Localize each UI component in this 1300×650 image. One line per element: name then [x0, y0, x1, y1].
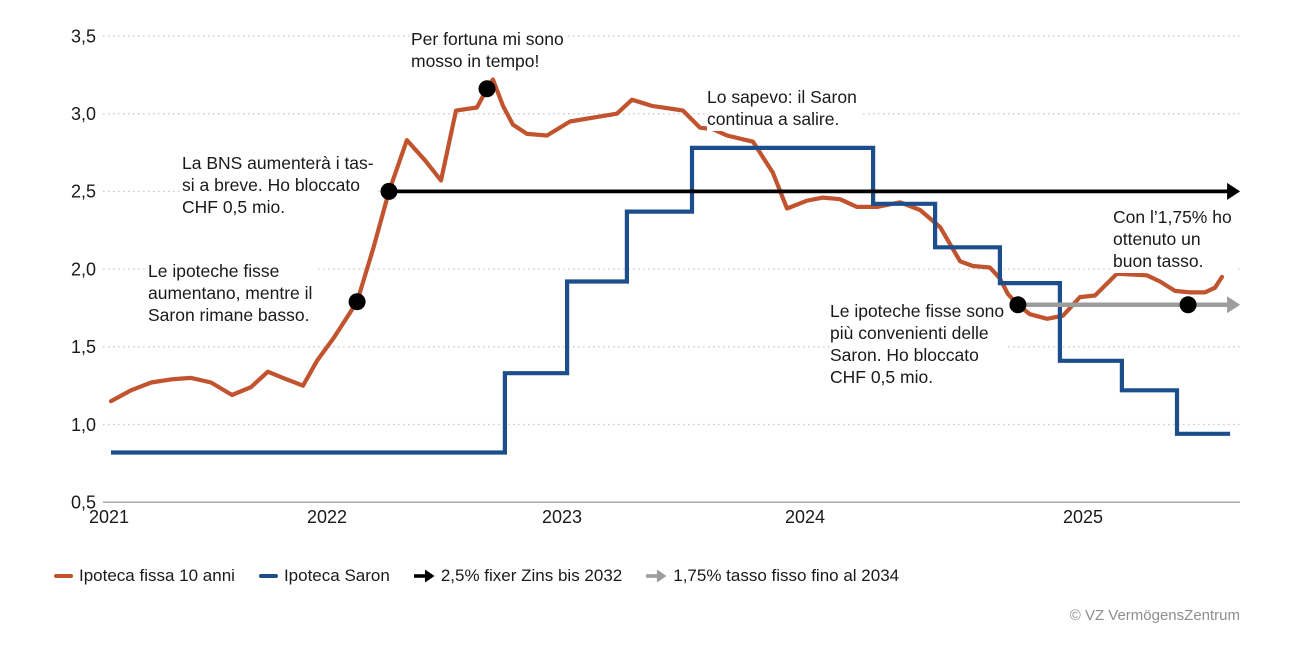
annotation-line: Lo sapevo: il Saron — [707, 87, 857, 107]
y-tick-label: 3,0 — [71, 104, 96, 124]
annotation-line: mosso in tempo! — [411, 51, 540, 71]
series-saron-mortgage — [111, 145, 1231, 455]
legend-label: Ipoteca Saron — [283, 566, 390, 585]
annotation-line: buon tasso. — [1113, 251, 1204, 271]
x-tick-label: 2021 — [89, 507, 129, 527]
legend: Ipoteca fissa 10 anni Ipoteca Saron 2,5% f… — [54, 566, 899, 586]
event-dot-locked-2-5-percent — [380, 182, 398, 200]
annotation-line: Con l’1,75% ho — [1113, 207, 1232, 227]
y-tick-label: 3,5 — [71, 26, 96, 46]
annotation-lo-sapevo: Lo sapevo: il Saron continua a salire. — [707, 86, 860, 131]
event-dot-good-rate-2034 — [1179, 296, 1197, 314]
x-tick-label: 2023 — [542, 507, 582, 527]
legend-item-2: 2,5% fixer Zins bis 2032 — [413, 566, 623, 586]
legend-dash-icon — [54, 573, 73, 579]
y-tick-label: 2,0 — [71, 259, 96, 279]
series-fixed-mortgage — [108, 77, 1225, 404]
legend-dash-icon — [258, 573, 278, 579]
x-tick-label: 2025 — [1063, 507, 1103, 527]
x-tick-label: 2024 — [785, 507, 825, 527]
y-tick-label: 0,5 — [71, 493, 96, 513]
annotation-line: si a breve. Ho bloccato — [182, 175, 361, 195]
y-tick-label: 1,5 — [71, 337, 96, 357]
annotation-line: CHF 0,5 mio. — [830, 367, 934, 387]
annotation-fisse-aumentano: Le ipoteche fisse aumentano, mentre il Sar… — [148, 260, 316, 327]
legend-item-1: Ipoteca Saron — [258, 566, 390, 586]
annotation-line: La BNS aumenterà i tas- — [182, 153, 374, 173]
annotation-line: Per fortuna mi sono — [411, 29, 564, 49]
arrow-head-1 — [1227, 296, 1241, 314]
legend-label: 1,75% tasso fisso fino al 2034 — [673, 566, 900, 585]
annotation-line: CHF 0,5 mio. — [182, 197, 286, 217]
annotation-line: Le ipoteche fisse sono — [830, 301, 1005, 321]
annotation-line: Saron. Ho bloccato — [830, 345, 979, 365]
annotation-line: aumentano, mentre il — [148, 283, 313, 303]
event-dot-locked-1-75-percent — [1009, 296, 1027, 314]
legend-label: Ipoteca fissa 10 anni — [79, 566, 235, 585]
legend-item-0: Ipoteca fissa 10 anni — [54, 566, 235, 586]
annotation-line: più convenienti delle — [830, 323, 989, 343]
annotation-per-fortuna: Per fortuna mi sono mosso in tempo! — [411, 28, 567, 73]
annotation-bns-lock: La BNS aumenterà i tas-si a breve. Ho bl… — [182, 152, 377, 219]
copyright: © VZ VermögensZentrum — [1069, 607, 1240, 624]
legend-arrow-icon — [646, 569, 667, 583]
event-dot-fixed-rates-rising — [348, 293, 366, 311]
legend-arrow-icon — [413, 569, 435, 583]
annotation-line: Le ipoteche fisse — [148, 261, 280, 281]
y-tick-label: 2,5 — [71, 182, 96, 202]
annotation-line: ottenuto un — [1113, 229, 1201, 249]
arrow-head-0 — [1227, 182, 1241, 200]
annotation-line: Saron rimane basso. — [148, 305, 310, 325]
x-tick-label: 2022 — [307, 507, 347, 527]
legend-item-3: 1,75% tasso fisso fino al 2034 — [646, 566, 899, 586]
event-dot-moved-in-time — [478, 80, 496, 98]
annotation-line: continua a salire. — [707, 109, 840, 129]
y-tick-label: 1,0 — [71, 415, 96, 435]
legend-label: 2,5% fixer Zins bis 2032 — [440, 566, 623, 585]
annotation-fisse-convenienti: Le ipoteche fisse sono più convenienti de… — [830, 300, 1008, 389]
annotation-buon-tasso: Con l’1,75% ho ottenuto un buon tasso. — [1113, 206, 1235, 273]
